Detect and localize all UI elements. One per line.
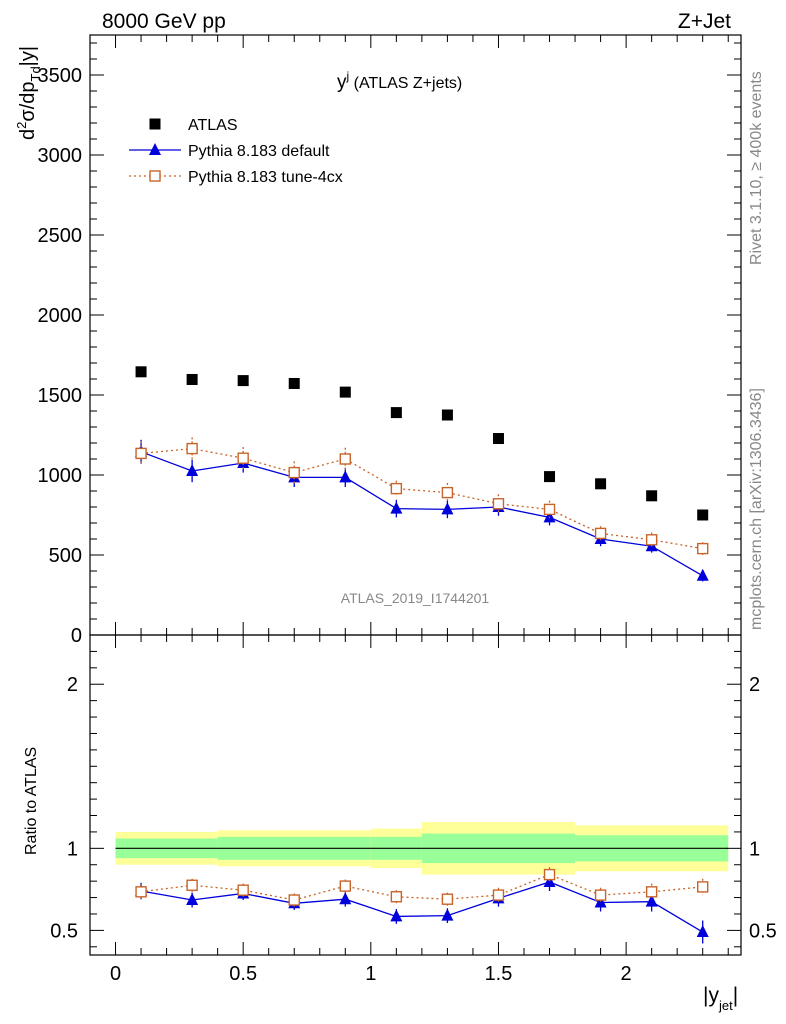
y-tick-label: 1000 xyxy=(38,465,83,487)
ratio-pythia-8-183-default-point xyxy=(441,908,454,921)
pythia-8-183-tune-4cx-point xyxy=(697,542,709,555)
ratio-y-tick-label: 0.5 xyxy=(50,920,78,942)
ratio-pythia-8-183-default-point xyxy=(390,909,403,922)
atlas-point xyxy=(441,409,453,421)
process-label: Z+Jet xyxy=(678,10,731,33)
ratio-y-axis-label: Ratio to ATLAS xyxy=(23,747,40,855)
main-title: yj (ATLAS Z+jets) xyxy=(337,69,462,93)
pythia-8-183-default-point xyxy=(339,470,352,483)
atlas-point xyxy=(595,478,607,490)
ratio-pythia-8-183-default-point xyxy=(186,893,199,906)
ratio-pythia-8-183-tune-4cx-point xyxy=(645,886,658,898)
legend-label: Pythia 8.183 tune-4cx xyxy=(188,169,343,186)
pythia-8-183-default-point xyxy=(390,501,403,514)
x-tick-label: 0.5 xyxy=(229,963,257,985)
ratio-pythia-8-183-tune-4cx-point xyxy=(186,879,198,891)
ratio-pythia-8-183-tune-4cx-point xyxy=(594,889,607,901)
pythia-8-183-tune-4cx-point xyxy=(492,498,505,510)
atlas-point xyxy=(390,407,402,419)
atlas-point xyxy=(237,375,249,387)
x-tick-label: 0 xyxy=(110,963,121,985)
ratio-panel: 0 0.5 1 1.5 2 0.5 0.5 1 1 2 2 xyxy=(50,35,777,985)
ratio-pythia-8-183-tune-4cx-point xyxy=(390,891,403,903)
y-tick-label: 1500 xyxy=(38,385,83,407)
ratio-pythia-8-183-tune-4cx-point xyxy=(441,893,454,905)
x-axis-label: |yjet| xyxy=(703,984,738,1013)
x-tick-label: 2 xyxy=(621,963,632,985)
atlas-point xyxy=(697,509,709,521)
pythia-8-183-tune-4cx-point xyxy=(237,452,249,464)
ratio-pythia-8-183-default-point xyxy=(696,925,709,938)
legend-marker xyxy=(149,170,161,182)
pythia-8-183-tune-4cx-point xyxy=(135,447,147,460)
ratio-y-tick-label-right: 0.5 xyxy=(749,920,777,942)
legend-marker xyxy=(149,143,161,155)
ratio-pythia-8-183-tune-4cx-point xyxy=(237,884,249,896)
energy-label: 8000 GeV pp xyxy=(102,10,226,33)
pythia-8-183-tune-4cx-point xyxy=(288,466,300,479)
y-tick-label: 3000 xyxy=(38,145,83,167)
ratio-frame xyxy=(89,634,742,956)
ratio-pythia-8-183-tune-4cx-point xyxy=(697,881,709,893)
legend-label: Pythia 8.183 default xyxy=(188,143,330,160)
pythia-8-183-tune-4cx-line xyxy=(140,447,703,550)
pythia-8-183-tune-4cx-point xyxy=(339,453,351,465)
ratio-y-tick-label: 1 xyxy=(67,838,78,860)
atlas-point xyxy=(646,490,658,502)
pythia-8-183-tune-4cx-point xyxy=(390,482,403,495)
main-y-axis-label: d2σ/dpTd|y| xyxy=(14,46,43,140)
atlas-point xyxy=(135,366,147,378)
atlas-point xyxy=(492,433,504,445)
ratio-pythia-8-183-tune-4cx-point xyxy=(288,894,300,906)
atlas-point xyxy=(544,471,556,483)
y-tick-label: 2500 xyxy=(38,225,83,247)
ratio-y-tick-label-right: 2 xyxy=(749,674,760,696)
ratio-pythia-8-183-tune-4cx-line xyxy=(140,873,703,901)
pythia-8-183-tune-4cx-point xyxy=(645,534,658,546)
legend: ATLAS Pythia 8.183 default Pythia 8.183 tu… xyxy=(129,117,343,186)
ratio-pythia-8-183-tune-4cx-point xyxy=(543,868,556,881)
pythia-8-183-tune-4cx-point xyxy=(594,527,607,540)
x-tick-label: 1.5 xyxy=(485,963,513,985)
ratio-y-tick-label: 2 xyxy=(67,674,78,696)
legend-marker xyxy=(149,118,161,130)
ratio-pythia-8-183-tune-4cx-point xyxy=(492,889,505,901)
pythia-8-183-default-line xyxy=(140,451,704,577)
main-panel: 0 500 1000 1500 2000 2500 3000 3500 xyxy=(38,34,742,647)
pythia-8-183-default-point xyxy=(186,464,199,476)
pythia-8-183-default-point xyxy=(543,510,556,523)
atlas-point xyxy=(186,373,198,385)
pythia-8-183-tune-4cx-point xyxy=(186,442,198,455)
atlas-point xyxy=(288,377,300,389)
pythia-8-183-tune-4cx-point xyxy=(441,486,454,499)
legend-label: ATLAS xyxy=(188,117,238,134)
ratio-pythia-8-183-default-point xyxy=(645,894,658,907)
mcplots-label: mcplots.cern.ch [arXiv:1306.3436] xyxy=(748,388,765,630)
y-tick-label: 500 xyxy=(49,545,82,567)
y-tick-label: 2000 xyxy=(38,305,83,327)
y-tick-label: 0 xyxy=(71,625,82,647)
pythia-8-183-tune-4cx-point xyxy=(543,503,556,516)
ratio-y-tick-label-right: 1 xyxy=(749,838,760,860)
x-tick-label: 1 xyxy=(365,963,376,985)
ratio-pythia-8-183-tune-4cx-point xyxy=(135,886,147,898)
atlas-point xyxy=(339,386,351,398)
rivet-label: Rivet 3.1.10, ≥ 400k events xyxy=(748,71,765,265)
ratio-pythia-8-183-tune-4cx-point xyxy=(339,880,351,892)
y-tick-label: 3500 xyxy=(38,65,83,87)
ratio-pythia-8-183-default-point xyxy=(339,892,352,905)
ratio-pythia-8-183-default-line xyxy=(140,881,704,933)
pythia-8-183-default-point xyxy=(696,568,709,581)
analysis-watermark: ATLAS_2019_I1744201 xyxy=(341,590,490,606)
pythia-8-183-default-point xyxy=(441,502,454,515)
